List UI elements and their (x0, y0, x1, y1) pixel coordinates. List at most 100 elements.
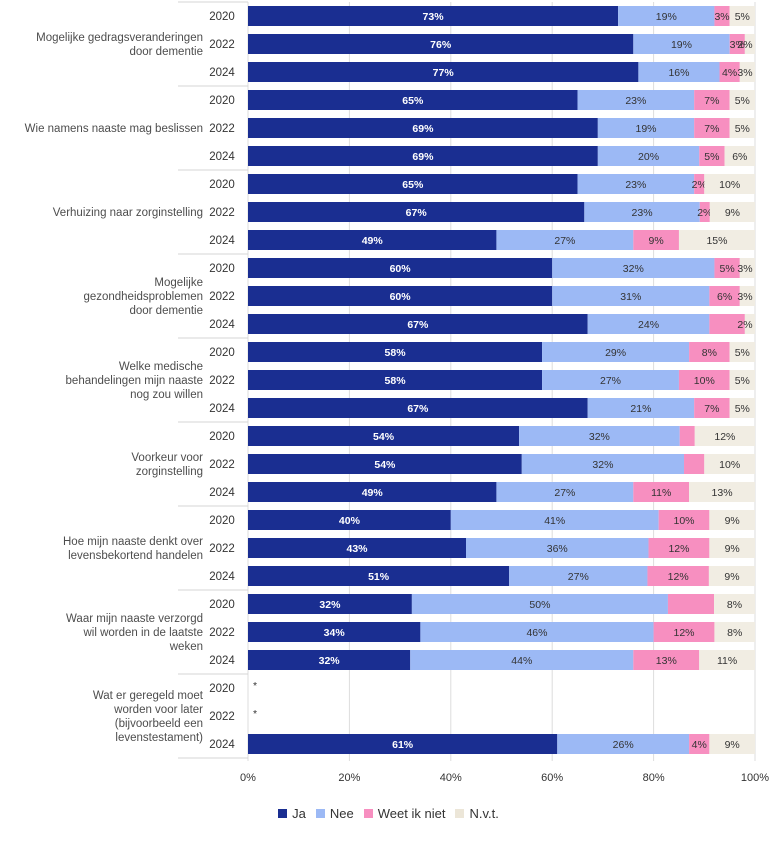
category-label: behandelingen mijn naaste (66, 375, 203, 387)
year-label: 2020 (209, 683, 235, 695)
data-label: 10% (719, 459, 740, 471)
data-label: 23% (632, 207, 653, 219)
data-label: 9% (725, 543, 740, 555)
data-label: 5% (735, 123, 750, 135)
year-label: 2020 (209, 347, 235, 359)
x-tick-label: 60% (541, 772, 563, 784)
bar-segment-ja (248, 650, 411, 670)
data-label: 54% (374, 459, 396, 471)
bar-segment-nee (618, 6, 715, 26)
data-label: 2% (692, 179, 707, 191)
data-label: 23% (625, 95, 646, 107)
data-label: 6% (732, 151, 747, 163)
data-label: 58% (385, 375, 407, 387)
bar-segment-weet-ik-niet (689, 734, 710, 754)
data-label: 9% (725, 207, 740, 219)
bar-segment-nee (542, 342, 690, 362)
data-label: 65% (402, 95, 424, 107)
data-label: 9% (725, 739, 740, 751)
data-label: 16% (668, 67, 689, 79)
data-label: 12% (668, 543, 689, 555)
legend-label: Ja (292, 806, 306, 821)
bar-segment-n-v-t- (709, 510, 755, 530)
bar-segment-nee (552, 286, 710, 306)
bar-segment-weet-ik-niet (678, 370, 730, 390)
data-label: 27% (554, 487, 575, 499)
bar-segment-ja (248, 482, 497, 502)
year-label: 2022 (209, 375, 235, 387)
data-label: 61% (392, 739, 414, 751)
data-label: 54% (373, 431, 395, 443)
bar-segment-n-v-t- (739, 258, 755, 278)
bar-segment-ja (248, 594, 412, 614)
bar-segment-n-v-t- (709, 202, 755, 222)
year-label: 2024 (209, 655, 235, 667)
bar-segment-weet-ik-niet (694, 118, 730, 138)
data-label: 41% (544, 515, 565, 527)
bar-segment-weet-ik-niet (648, 538, 710, 558)
year-label: 2020 (209, 11, 235, 23)
data-label: 46% (526, 627, 547, 639)
bar-segment-weet-ik-niet (633, 650, 700, 670)
year-label: 2024 (209, 319, 235, 331)
category-label: Wie namens naaste mag beslissen (25, 123, 203, 135)
bar-segment-n-v-t- (729, 90, 755, 110)
bar-segment-weet-ik-niet (709, 286, 740, 306)
data-label: 49% (362, 487, 384, 499)
data-label: 19% (635, 123, 656, 135)
bar-segment-nee (597, 146, 700, 166)
year-label: 2020 (209, 95, 235, 107)
data-label: 36% (547, 543, 568, 555)
category-label: weken (169, 641, 203, 653)
data-label: 50% (529, 599, 550, 611)
data-label: 51% (368, 571, 390, 583)
bar-note: * (253, 708, 257, 720)
data-label: 3% (737, 291, 752, 303)
bar-segment-ja (248, 174, 578, 194)
data-label: 21% (630, 403, 651, 415)
data-label: 49% (362, 235, 384, 247)
data-label: 11% (717, 655, 737, 667)
year-label: 2022 (209, 291, 235, 303)
bar-segment-weet-ik-niet (667, 594, 715, 614)
data-label: 5% (735, 375, 750, 387)
category-label: door dementie (129, 305, 203, 317)
data-label: 2% (737, 319, 752, 331)
bar-segment-n-v-t- (739, 286, 755, 306)
data-label: 27% (568, 571, 589, 583)
data-label: 2% (737, 39, 752, 51)
bar-segment-nee (587, 314, 710, 334)
bar-segment-nee (496, 230, 634, 250)
year-label: 2024 (209, 487, 235, 499)
category-label: Verhuizing naar zorginstelling (53, 207, 203, 219)
bar-segment-n-v-t- (729, 6, 755, 26)
data-label: 67% (406, 207, 428, 219)
category-label: door dementie (129, 46, 203, 58)
bar-segment-n-v-t- (744, 314, 755, 334)
data-label: 44% (511, 655, 532, 667)
data-label: 12% (714, 431, 735, 443)
category-label: gezondheidsproblemen (83, 291, 203, 303)
data-label: 34% (324, 627, 346, 639)
bar-segment-ja (248, 622, 421, 642)
category-label: Welke medische (119, 361, 203, 373)
data-label: 10% (719, 179, 740, 191)
data-label: 69% (412, 123, 434, 135)
bar-segment-n-v-t- (744, 34, 755, 54)
bar-segment-ja (248, 314, 588, 334)
legend-swatch (278, 809, 288, 818)
data-label: 31% (620, 291, 641, 303)
year-label: 2022 (209, 39, 235, 51)
bar-segment-weet-ik-niet (714, 258, 740, 278)
year-label: 2020 (209, 599, 235, 611)
bar-segment-weet-ik-niet (694, 90, 730, 110)
data-label: 10% (674, 515, 695, 527)
data-label: 60% (390, 291, 412, 303)
bar-segment-n-v-t- (699, 650, 755, 670)
bar-segment-n-v-t- (729, 370, 755, 390)
data-label: 11% (651, 487, 671, 499)
x-tick-label: 20% (338, 772, 360, 784)
data-label: 32% (623, 263, 644, 275)
bar-segment-weet-ik-niet (658, 510, 710, 530)
